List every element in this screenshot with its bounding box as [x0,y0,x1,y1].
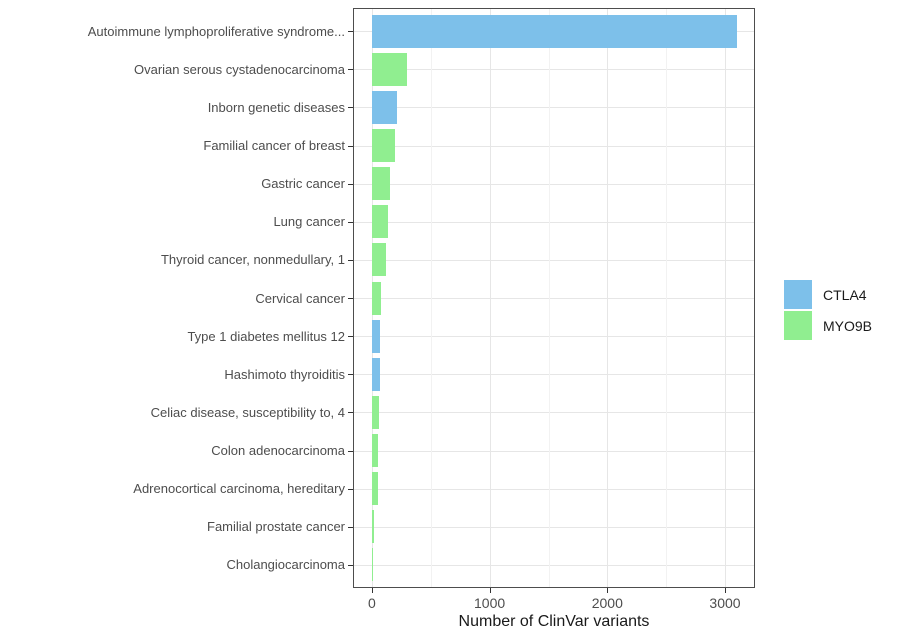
bar-myo9b [371,472,378,506]
gridline-horizontal [354,526,754,528]
y-tick-mark [348,107,353,109]
legend-label: MYO9B [823,317,873,334]
y-tick-mark [348,183,353,185]
gridline-minor [548,9,550,587]
gridline-horizontal [354,564,754,566]
gridline-horizontal [354,450,754,452]
gridline-horizontal [354,69,754,71]
bar-ctla4 [371,319,381,353]
gridline-horizontal [354,412,754,414]
legend-item-myo9b: MYO9B [784,310,872,341]
bar-myo9b [371,205,389,239]
y-tick-label: Familial prostate cancer [207,519,345,535]
bar-ctla4 [371,357,380,391]
bar-myo9b [371,167,390,201]
gridline-horizontal [354,374,754,376]
gridline-major [607,9,609,587]
bar-myo9b [371,243,387,277]
bar-myo9b [371,395,379,429]
gridline-major [725,9,726,587]
legend: CTLA4 MYO9B [784,279,872,341]
x-tick-mark [371,588,373,593]
y-tick-mark [348,298,353,299]
gridline-horizontal [354,183,754,185]
legend-key-swatch [784,280,812,309]
legend-label: CTLA4 [823,286,867,303]
x-tick-mark [489,588,491,593]
y-tick-label: Autoimmune lymphoproliferative syndrome.… [87,23,345,39]
x-tick-label: 3000 [709,595,741,611]
x-tick-label: 0 [367,595,376,611]
gridline-major [489,9,491,587]
y-tick-mark [348,488,353,490]
gridline-horizontal [354,145,754,147]
y-tick-label: Thyroid cancer, nonmedullary, 1 [160,252,345,268]
x-tick-label: 2000 [591,595,623,611]
y-tick-label: Ovarian serous cystadenocarcinoma [134,61,345,77]
y-tick-mark [348,221,353,223]
gridline-horizontal [354,259,754,261]
y-tick-label: Celiac disease, susceptibility to, 4 [150,404,345,420]
y-tick-mark [348,374,353,376]
y-tick-label: Lung cancer [273,214,345,230]
y-tick-mark [348,564,353,566]
y-tick-label: Hashimoto thyroiditis [224,366,345,382]
gridline-minor [666,9,668,587]
gridline-horizontal [354,298,754,299]
y-tick-mark [348,145,353,147]
y-tick-label: Gastric cancer [261,176,345,192]
y-tick-mark [348,69,353,71]
y-tick-mark [348,412,353,414]
y-tick-mark [348,336,353,338]
y-tick-mark [348,450,353,452]
bar-myo9b [371,281,381,315]
y-tick-label: Inborn genetic diseases [207,99,345,115]
bar-myo9b [371,548,374,582]
x-tick-mark [607,588,609,593]
bar-ctla4 [371,14,737,48]
gridline-horizontal [354,221,754,223]
gridline-horizontal [354,488,754,490]
y-tick-mark [348,526,353,528]
y-tick-label: Cholangiocarcinoma [226,557,345,573]
bar-myo9b [371,510,374,544]
x-tick-mark [725,588,726,593]
plot-panel [353,8,755,588]
gridline-horizontal [354,107,754,109]
legend-key-swatch [784,311,812,340]
y-tick-mark [348,259,353,261]
bar-myo9b [371,52,408,86]
y-tick-label: Cervical cancer [255,290,345,306]
x-tick-label: 1000 [474,595,506,611]
y-tick-label: Colon adenocarcinoma [211,443,345,458]
bar-myo9b [371,129,396,162]
y-tick-label: Adrenocortical carcinoma, hereditary [133,481,345,497]
x-axis-title: Number of ClinVar variants [458,613,650,630]
gridline-minor [430,9,432,587]
y-tick-label: Familial cancer of breast [203,138,345,153]
gridline-horizontal [354,336,754,338]
bar-ctla4 [371,90,397,124]
bar-myo9b [371,434,378,467]
y-tick-label: Type 1 diabetes mellitus 12 [187,328,345,344]
legend-item-ctla4: CTLA4 [784,279,872,310]
y-tick-mark [348,31,353,33]
